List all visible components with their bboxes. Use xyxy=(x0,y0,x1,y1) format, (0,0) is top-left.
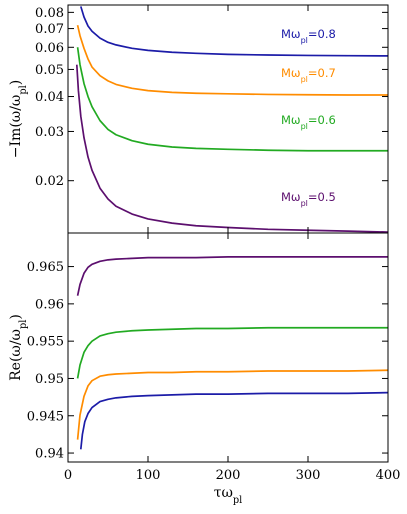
y-axis-title: Re(ω/ωpl) xyxy=(8,314,29,381)
text-subscript: pl xyxy=(301,75,308,84)
text-main: Re(ω/ω xyxy=(8,329,24,381)
y-tick-label: 0.05 xyxy=(35,63,64,78)
text-subscript: pl xyxy=(301,199,308,208)
x-tick-label: 400 xyxy=(376,468,401,483)
y-tick-label: 0.945 xyxy=(27,409,64,424)
y-tick-label: 0.02 xyxy=(35,174,64,189)
text-tail: =0.5 xyxy=(308,190,336,204)
chart-panel-1: Mωpl=0.8Mωpl=0.7Mωpl=0.6Mωpl=0.50.020.03… xyxy=(8,4,389,234)
text-tail: =0.8 xyxy=(308,27,336,41)
text-tail: =0.7 xyxy=(308,66,336,80)
text-main: Mω xyxy=(281,66,301,80)
text-main: τω xyxy=(214,485,233,501)
series-line-4 xyxy=(75,64,388,233)
plot-frame xyxy=(67,232,389,463)
text-subscript: pl xyxy=(18,320,29,329)
text-tail: =0.6 xyxy=(308,113,336,127)
series-line-2 xyxy=(76,326,388,379)
x-axis-title: τωpl xyxy=(214,485,243,506)
text-main: Mω xyxy=(281,113,301,127)
text-main: Mω xyxy=(281,190,301,204)
series-line-1 xyxy=(76,256,388,296)
series-label-1: Mωpl=0.8 xyxy=(281,27,336,45)
series-line-4 xyxy=(79,391,388,450)
text-tail: ) xyxy=(8,80,24,85)
x-tick-label: 100 xyxy=(136,468,161,483)
text-main: −Im(ω/ω xyxy=(8,95,24,159)
plot-frame xyxy=(67,4,389,234)
series-group xyxy=(75,6,388,233)
x-tick-label: 300 xyxy=(296,468,321,483)
text-subscript: pl xyxy=(233,495,242,506)
series-line-1 xyxy=(79,6,388,57)
y-tick-label: 0.94 xyxy=(35,447,64,462)
series-line-3 xyxy=(76,47,388,152)
text-subscript: pl xyxy=(301,36,308,45)
text-subscript: pl xyxy=(301,122,308,131)
y-tick-label: 0.95 xyxy=(35,372,64,387)
y-tick-label: 0.04 xyxy=(35,90,64,105)
text-subscript: pl xyxy=(18,85,29,94)
y-tick-label: 0.955 xyxy=(27,335,64,350)
y-tick-label: 0.03 xyxy=(35,125,64,140)
x-tick-label: 200 xyxy=(216,468,241,483)
x-tick-label: 0 xyxy=(64,468,72,483)
series-group xyxy=(76,256,388,450)
y-tick-label: 0.08 xyxy=(35,6,64,21)
series-line-3 xyxy=(76,369,388,440)
y-tick-label: 0.96 xyxy=(35,297,64,312)
series-label-3: Mωpl=0.6 xyxy=(281,113,336,131)
y-tick-label: 0.07 xyxy=(35,22,64,37)
y-tick-label: 0.965 xyxy=(27,260,64,275)
series-line-2 xyxy=(76,24,388,96)
y-axis-title: −Im(ω/ωpl) xyxy=(8,80,29,158)
chart-panel-2: 0 100 200 300 400 0.94 0.945 0.95 0.955 0.96 0.965… xyxy=(8,232,401,506)
text-tail: ) xyxy=(8,314,24,319)
series-label-2: Mωpl=0.7 xyxy=(281,66,336,84)
y-tick-label: 0.06 xyxy=(35,41,64,56)
series-label-4: Mωpl=0.5 xyxy=(281,190,336,208)
text-main: Mω xyxy=(281,27,301,41)
